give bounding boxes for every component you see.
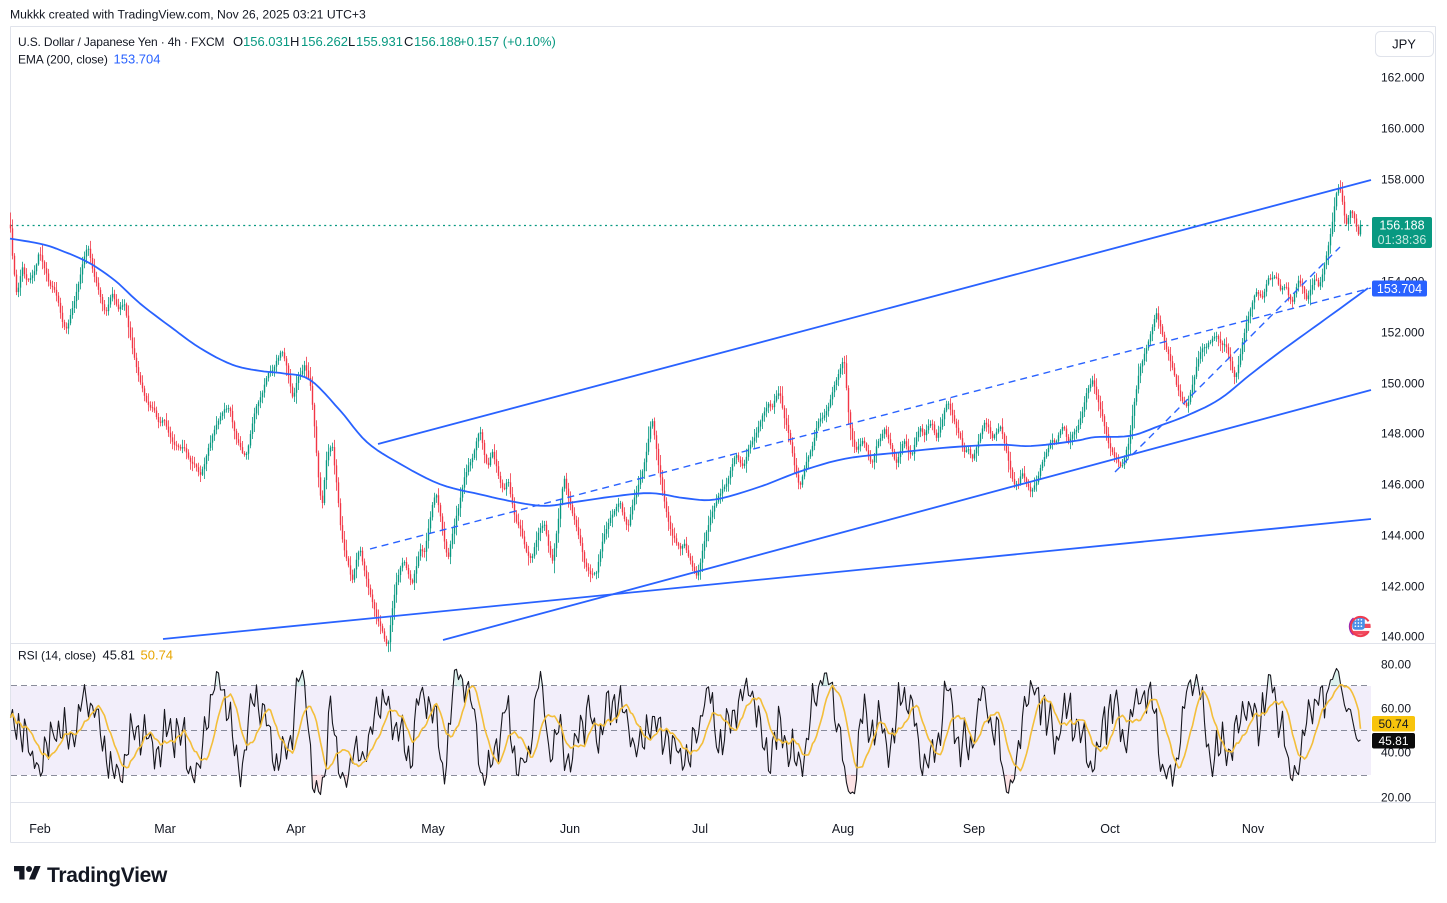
svg-text:Oct: Oct (1100, 822, 1120, 836)
svg-text:140.000: 140.000 (1381, 630, 1425, 644)
svg-text:50.74: 50.74 (1378, 717, 1408, 731)
svg-text:146.000: 146.000 (1381, 478, 1425, 492)
svg-text:152.000: 152.000 (1381, 326, 1425, 340)
svg-text:Sep: Sep (963, 822, 985, 836)
svg-text:20.00: 20.00 (1381, 791, 1411, 805)
svg-text:Mar: Mar (154, 822, 176, 836)
svg-text:162.000: 162.000 (1381, 71, 1425, 85)
svg-text:U.S. Dollar / Japanese Yen · 4: U.S. Dollar / Japanese Yen · 4h · FXCM O1… (18, 34, 556, 49)
svg-text:160.000: 160.000 (1381, 122, 1425, 136)
svg-text:May: May (421, 822, 445, 836)
svg-text:45.81: 45.81 (1378, 734, 1408, 748)
svg-text:Nov: Nov (1242, 822, 1265, 836)
svg-text:Aug: Aug (832, 822, 854, 836)
svg-text:JPY: JPY (1392, 37, 1416, 52)
svg-text:Mukkk created with TradingView: Mukkk created with TradingView.com, Nov … (10, 8, 366, 22)
svg-text:158.000: 158.000 (1381, 173, 1425, 187)
svg-text:Apr: Apr (286, 822, 305, 836)
svg-text:144.000: 144.000 (1381, 529, 1425, 543)
svg-text:156.188: 156.188 (1379, 219, 1424, 233)
svg-text:148.000: 148.000 (1381, 427, 1425, 441)
svg-text:40.00: 40.00 (1381, 746, 1411, 760)
svg-text:Feb: Feb (29, 822, 51, 836)
svg-text:Jun: Jun (560, 822, 580, 836)
svg-text:01:38:36: 01:38:36 (1378, 233, 1427, 247)
svg-text:EMA (200, close)153.704: EMA (200, close) 153.704 (18, 52, 161, 67)
svg-text:Jul: Jul (692, 822, 708, 836)
svg-text:TradingView: TradingView (47, 864, 168, 887)
svg-text:150.000: 150.000 (1381, 377, 1425, 391)
svg-text:60.00: 60.00 (1381, 702, 1411, 716)
svg-text:142.000: 142.000 (1381, 580, 1425, 594)
svg-text:80.00: 80.00 (1381, 658, 1411, 672)
svg-text:153.704: 153.704 (1377, 282, 1422, 296)
